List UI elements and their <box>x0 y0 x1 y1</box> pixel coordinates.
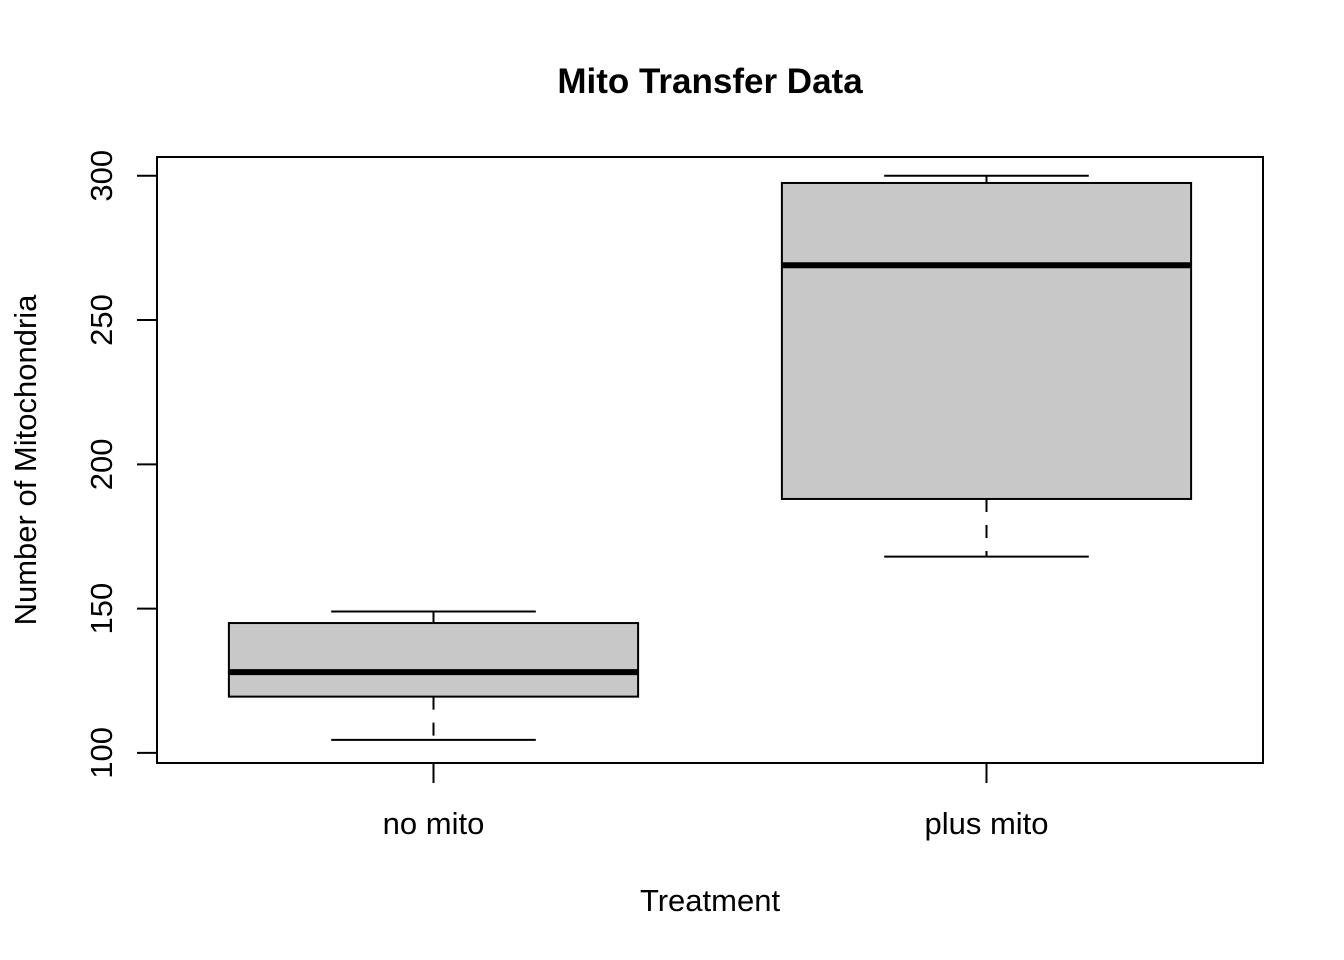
x-axis: no mito plus mito <box>383 763 1049 841</box>
x-tick-label: plus mito <box>924 806 1048 841</box>
box-1 <box>780 181 1193 500</box>
y-tick-label: 250 <box>84 294 119 346</box>
chart-title: Mito Transfer Data <box>557 62 863 101</box>
x-tick-label: no mito <box>383 806 485 841</box>
y-axis-label: Number of Mitochondria <box>8 294 43 626</box>
y-tick-label: 150 <box>84 583 119 635</box>
y-tick-label: 100 <box>84 727 119 779</box>
y-tick-label: 300 <box>84 150 119 202</box>
y-tick-label: 200 <box>84 438 119 490</box>
box-0 <box>227 622 640 698</box>
box-group <box>227 174 1193 741</box>
y-axis: 100 150 200 250 300 <box>84 150 158 779</box>
x-axis-label: Treatment <box>640 883 781 918</box>
